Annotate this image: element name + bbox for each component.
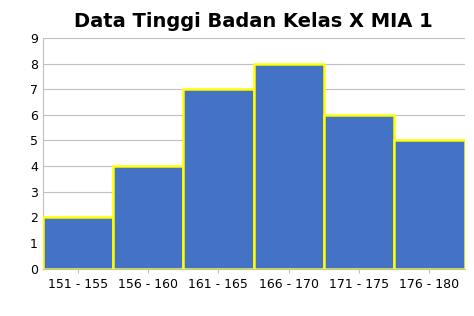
Bar [43,217,113,269]
Bar [254,64,324,269]
Bar [113,166,183,269]
Bar [324,115,394,269]
Bar [394,140,465,269]
Title: Data Tinggi Badan Kelas X MIA 1: Data Tinggi Badan Kelas X MIA 1 [74,12,433,31]
Bar [183,89,254,269]
